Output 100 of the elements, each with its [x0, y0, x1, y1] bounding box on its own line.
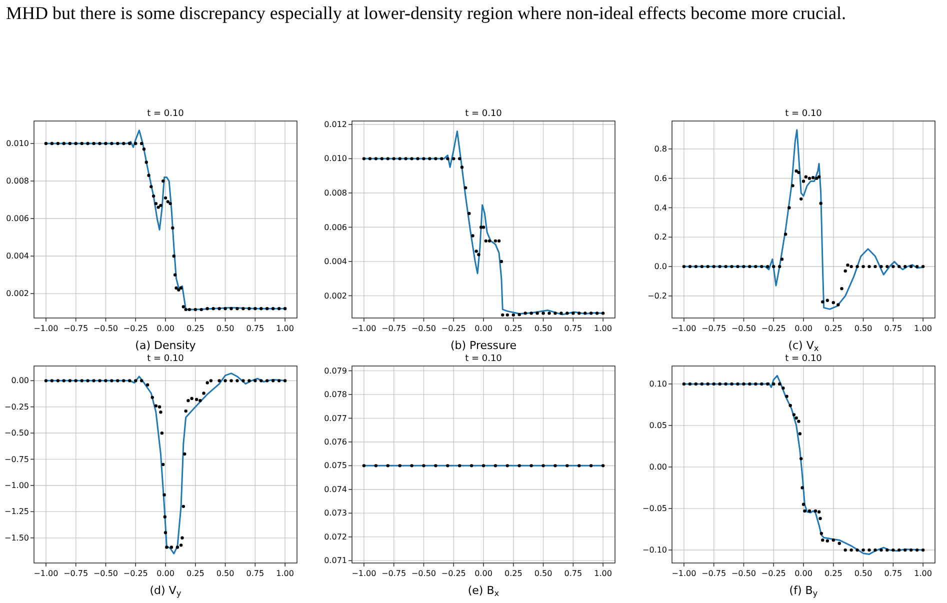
point — [836, 303, 840, 306]
point — [792, 413, 796, 416]
x-tick-label: 1.00 — [276, 324, 294, 333]
x-tick-label: −0.50 — [411, 569, 436, 578]
y-tick-label: 0.012 — [324, 120, 347, 129]
point — [56, 379, 60, 382]
point — [497, 239, 501, 243]
y-tick-label: 0.00 — [11, 376, 29, 386]
point — [147, 174, 150, 178]
point — [808, 509, 812, 513]
point — [800, 197, 803, 201]
point — [183, 452, 186, 456]
point — [886, 548, 889, 552]
y-tick-label: 0.05 — [649, 421, 667, 430]
point — [140, 379, 144, 382]
point — [494, 239, 498, 243]
point — [194, 398, 198, 402]
x-tick-label: 0.50 — [534, 324, 552, 333]
point — [730, 264, 734, 268]
x-tick-label: 1.00 — [594, 569, 612, 578]
point — [186, 398, 190, 402]
x-axis-title: (b) Pressure — [450, 339, 517, 352]
x-tick-label: −0.75 — [702, 324, 726, 333]
point — [730, 382, 734, 386]
point — [548, 312, 551, 315]
point — [283, 379, 287, 382]
y-tick-label: −1.50 — [4, 533, 29, 542]
point — [700, 264, 704, 268]
point — [380, 157, 384, 160]
point — [803, 509, 806, 513]
point — [748, 382, 752, 386]
x-tick-label: −0.25 — [441, 569, 466, 578]
point — [80, 379, 84, 382]
point — [500, 260, 504, 264]
point — [271, 379, 275, 382]
point — [736, 264, 740, 268]
point — [180, 536, 184, 540]
x-tick-label: −0.75 — [64, 324, 88, 333]
point — [188, 308, 192, 312]
point — [785, 394, 788, 398]
point — [206, 307, 209, 310]
point — [874, 548, 877, 552]
point — [856, 548, 859, 552]
point — [832, 538, 835, 542]
line-series — [683, 374, 924, 555]
x-tick-label: −0.75 — [702, 569, 726, 578]
point — [915, 264, 919, 268]
line-series — [683, 129, 924, 310]
point — [820, 532, 824, 536]
point — [142, 148, 146, 151]
point — [736, 382, 740, 386]
point — [700, 382, 704, 386]
x-tick-label: 0.25 — [186, 569, 204, 578]
point — [122, 142, 126, 146]
point — [748, 264, 752, 268]
point — [179, 544, 183, 547]
point — [146, 383, 150, 386]
x-tick-label: −0.25 — [761, 324, 786, 333]
point — [92, 142, 96, 146]
x-tick-label: 0.00 — [474, 324, 492, 333]
point — [742, 382, 746, 386]
point — [921, 548, 925, 552]
point — [542, 312, 545, 315]
point — [182, 504, 186, 508]
point — [718, 382, 722, 386]
x-tick-label: −0.50 — [731, 569, 756, 578]
point — [780, 258, 784, 261]
point — [218, 307, 221, 310]
y-tick-label: −0.75 — [4, 454, 29, 464]
point — [844, 269, 847, 273]
point — [154, 202, 158, 206]
point — [850, 548, 853, 552]
point — [742, 264, 746, 268]
point — [128, 142, 132, 146]
point — [162, 179, 165, 183]
point — [110, 379, 114, 382]
point — [844, 548, 847, 552]
point — [868, 548, 871, 552]
point — [392, 157, 396, 160]
point — [898, 548, 901, 552]
y-tick-label: 0.004 — [6, 252, 29, 261]
point — [158, 405, 162, 408]
point — [428, 157, 432, 160]
point — [44, 379, 48, 382]
point — [184, 308, 188, 312]
point — [266, 307, 269, 310]
x-tick-label: 0.25 — [824, 569, 842, 578]
point — [159, 410, 162, 414]
point — [44, 142, 48, 146]
chart-title: t = 0.10 — [147, 354, 184, 364]
point — [398, 157, 402, 160]
point — [198, 398, 202, 402]
point — [110, 142, 114, 146]
point — [811, 176, 815, 180]
point — [817, 175, 821, 178]
point — [512, 313, 515, 317]
point — [404, 157, 408, 160]
point — [688, 382, 692, 386]
point — [62, 142, 66, 146]
point — [712, 382, 716, 386]
